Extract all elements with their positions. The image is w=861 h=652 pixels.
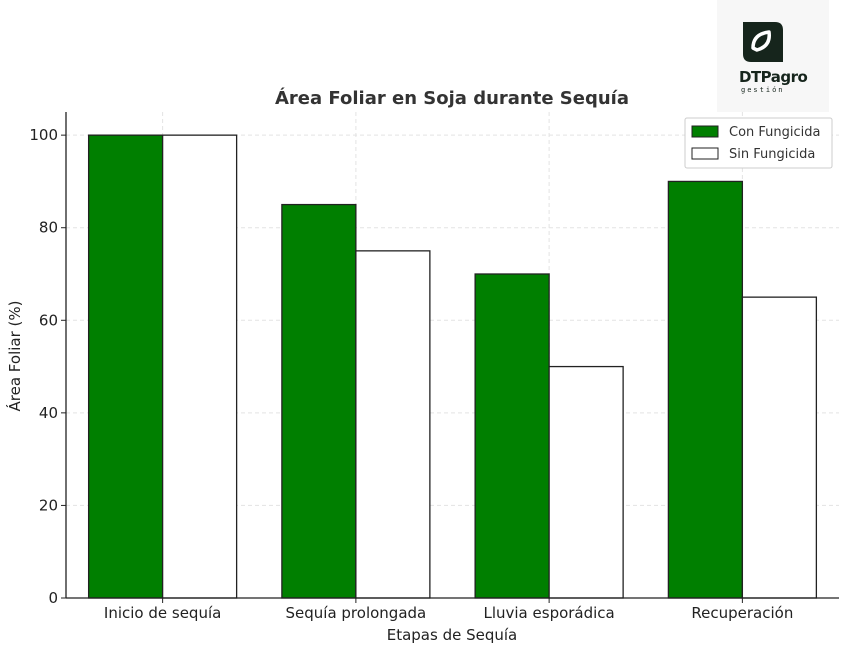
bar-con-fungicida bbox=[87, 134, 164, 599]
y-tick-label: 20 bbox=[39, 496, 58, 514]
logo-tagline: gestión bbox=[741, 86, 785, 94]
bar-sin-fungicida bbox=[741, 296, 818, 599]
bar-con-fungicida bbox=[474, 273, 550, 599]
x-tick-label: Inicio de sequía bbox=[104, 604, 221, 622]
legend-swatch-sin bbox=[691, 147, 719, 160]
y-tick-label: 60 bbox=[39, 311, 58, 329]
legend-label-sin: Sin Fungicida bbox=[729, 147, 815, 162]
x-tick-label: Sequía prolongada bbox=[286, 604, 427, 622]
bar-con-fungicida bbox=[281, 203, 357, 599]
y-tick-label: 0 bbox=[48, 589, 58, 607]
bar-sin-fungicida bbox=[161, 134, 238, 599]
y-axis-label: Área Foliar (%) bbox=[5, 301, 24, 412]
y-tick-label: 80 bbox=[39, 219, 58, 237]
logo-name: DTPagro bbox=[739, 68, 808, 86]
legend-label-con: Con Fungicida bbox=[729, 125, 821, 140]
x-tick-label: Recuperación bbox=[691, 604, 793, 622]
y-tick-label: 100 bbox=[29, 126, 58, 144]
brand-logo: DTPagro gestión bbox=[717, 0, 829, 112]
x-tick-label: Lluvia esporádica bbox=[483, 604, 614, 622]
bar-sin-fungicida bbox=[355, 250, 431, 599]
leaf-logo-icon bbox=[743, 22, 783, 62]
legend-swatch-con bbox=[691, 125, 719, 138]
bar-sin-fungicida bbox=[548, 365, 624, 599]
bars bbox=[87, 134, 818, 599]
y-tick-label: 40 bbox=[39, 404, 58, 422]
axes: Inicio de sequía Sequía prolongada Lluvia … bbox=[29, 112, 839, 622]
x-axis-label: Etapas de Sequía bbox=[387, 626, 518, 644]
chart-title: Área Foliar en Soja durante Sequía bbox=[275, 87, 629, 109]
bar-con-fungicida bbox=[667, 180, 744, 599]
legend: Con Fungicida Sin Fungicida bbox=[684, 117, 833, 169]
